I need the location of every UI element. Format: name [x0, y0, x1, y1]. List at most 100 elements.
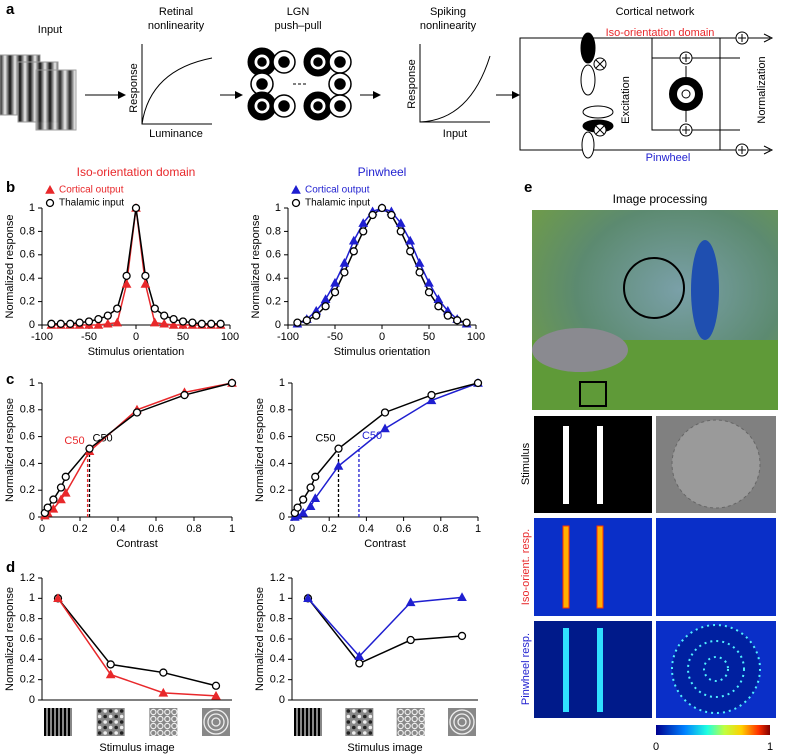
data-point	[387, 210, 396, 220]
dot	[363, 709, 367, 713]
data-point	[227, 378, 237, 388]
y-tick-label: 0.6	[20, 249, 35, 261]
data-point	[306, 483, 315, 492]
y-tick-label: 0	[29, 511, 35, 523]
legend-marker	[291, 198, 301, 208]
dot	[119, 725, 124, 730]
stripe	[306, 708, 308, 736]
data-point	[197, 319, 206, 328]
dot	[114, 725, 118, 730]
dot	[357, 709, 362, 713]
stripe	[44, 708, 46, 736]
data-point	[457, 631, 467, 641]
dot	[114, 720, 118, 724]
x-tick-label: -100	[31, 331, 53, 343]
bar	[563, 426, 569, 504]
y-tick-label: 0.8	[20, 613, 35, 625]
data-point	[405, 235, 416, 245]
data-point	[132, 408, 142, 417]
y-tick-label: 0.6	[270, 431, 285, 443]
dot	[357, 725, 362, 730]
dot	[97, 714, 102, 719]
dot	[97, 720, 102, 724]
data-point	[443, 311, 452, 320]
y-tick-label: 1.2	[270, 572, 285, 584]
stimulus-thumbnail	[149, 708, 178, 737]
panel-label: d	[6, 559, 15, 576]
data-point	[122, 271, 131, 281]
data-point	[121, 279, 132, 288]
data-point	[330, 277, 340, 287]
data-point	[211, 681, 221, 690]
data-point	[158, 687, 169, 697]
y-tick-label: 0.2	[20, 674, 35, 686]
x-tick-label: 0	[289, 523, 295, 535]
dot	[352, 720, 356, 724]
stimulus-thumbnail	[345, 708, 374, 736]
y-tick-label: 0.8	[266, 225, 281, 237]
x-tick-label: 0.6	[148, 523, 163, 535]
data-point	[334, 444, 343, 453]
dot	[164, 715, 171, 723]
dot	[171, 715, 178, 723]
dot	[352, 709, 356, 713]
axis	[291, 383, 478, 518]
dot	[404, 729, 411, 737]
data-point	[103, 311, 112, 320]
dot	[164, 708, 171, 716]
series-line	[51, 207, 221, 326]
arrowhead	[118, 91, 126, 99]
dot	[157, 722, 164, 730]
x-tick-label: 0.4	[359, 523, 374, 535]
dot	[164, 722, 171, 730]
dot	[368, 709, 373, 713]
data-point	[293, 318, 302, 327]
series-line	[44, 382, 233, 517]
resp	[597, 628, 603, 712]
stripe	[64, 708, 66, 736]
y-tick-label: 0.6	[266, 249, 281, 261]
thumb-bg	[202, 708, 230, 736]
data-point	[321, 302, 330, 311]
series-line	[307, 597, 463, 665]
data-point	[211, 690, 221, 700]
y-tick-label: 1.2	[20, 572, 35, 584]
dot	[411, 729, 418, 737]
dot	[418, 729, 425, 737]
x-tick-label: 100	[221, 331, 239, 343]
data-point	[330, 288, 340, 297]
roi-circle	[623, 257, 685, 319]
dot	[363, 720, 367, 724]
c50-label: C50	[315, 433, 335, 445]
y-tick-label: 0.8	[270, 613, 285, 625]
y-tick-label: 0.4	[20, 653, 35, 665]
dot	[397, 729, 404, 737]
label: Luminance	[149, 128, 203, 140]
y-tick-label: 0.6	[20, 431, 35, 443]
dot	[357, 731, 362, 735]
panel-label: b	[6, 179, 15, 196]
y-axis-label: Normalized response	[254, 398, 266, 502]
resp	[596, 525, 604, 609]
roi-square	[579, 381, 607, 407]
data-point	[56, 483, 66, 492]
y-tick-label: 0.2	[20, 296, 35, 308]
data-point	[396, 227, 405, 236]
dot	[418, 722, 425, 730]
data-point	[462, 318, 471, 327]
arrowhead	[235, 91, 243, 99]
dot	[97, 725, 102, 730]
data-point	[56, 319, 65, 328]
x-tick-label: 100	[467, 331, 485, 343]
pattern	[671, 624, 761, 714]
legend-marker	[45, 184, 55, 194]
pattern	[687, 640, 745, 698]
legend-label: Cortical output	[59, 185, 124, 196]
y-tick-label: 1	[29, 202, 35, 214]
dot	[103, 725, 107, 730]
y-tick-label: 0.2	[270, 484, 285, 496]
data-point	[339, 257, 350, 267]
data-point	[310, 493, 321, 502]
legend-label: Cortical output	[305, 185, 370, 196]
